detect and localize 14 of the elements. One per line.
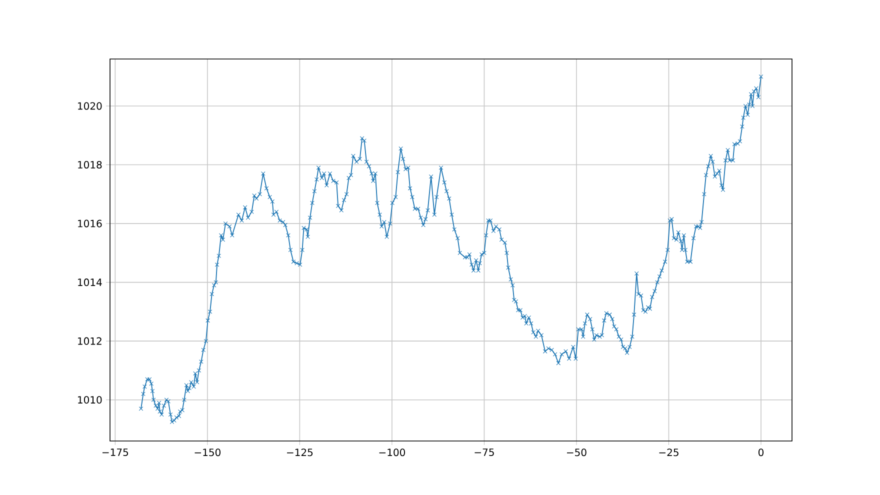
x-tick-label: −175 — [102, 448, 128, 456]
y-tick-label: 1014 — [78, 278, 102, 286]
x-tick-label: −50 — [566, 448, 586, 456]
x-tick-label: −125 — [287, 448, 313, 456]
y-tick-label: 1012 — [78, 337, 102, 345]
y-tick-label: 1010 — [78, 396, 102, 404]
x-tick-label: −75 — [474, 448, 494, 456]
x-tick-label: −150 — [194, 448, 220, 456]
y-tick-label: 1018 — [78, 160, 102, 169]
x-tick-label: 0 — [758, 448, 764, 456]
x-tick-label: −100 — [379, 448, 406, 456]
y-tick-label: 1016 — [78, 220, 102, 228]
y-tick-label: 1020 — [78, 102, 102, 110]
x-tick-label: −25 — [659, 448, 678, 456]
